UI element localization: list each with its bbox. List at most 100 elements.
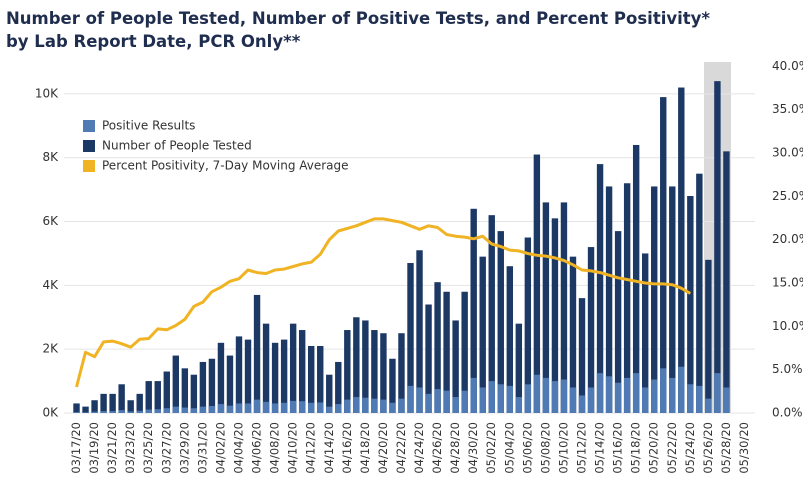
bar [280, 339, 288, 413]
bar [632, 373, 640, 413]
x-tick-label: 05/22/20 [665, 422, 679, 474]
bar [470, 208, 477, 413]
bar [389, 402, 396, 413]
bar [416, 250, 423, 413]
x-tick-label: 03/23/20 [123, 422, 137, 474]
bar [344, 399, 351, 413]
bar [416, 387, 423, 413]
bar [371, 398, 378, 413]
x-tick-label: 04/30/20 [466, 422, 480, 474]
bar [208, 405, 216, 413]
bar [353, 397, 360, 413]
bar [641, 253, 649, 413]
bar [524, 384, 532, 413]
bar [533, 374, 541, 413]
y-tick-label: 10K [35, 86, 59, 100]
x-tick-label: 03/21/20 [105, 422, 119, 474]
bar [317, 345, 324, 413]
bar [678, 87, 685, 413]
x-tick-label: 05/10/20 [556, 422, 570, 474]
x-tick-label: 05/02/20 [484, 422, 498, 474]
chart-subtitle: by Lab Report Date, PCR Only** [6, 32, 301, 51]
bar [479, 387, 486, 413]
y2-tick-label: 10.0% [772, 319, 803, 333]
bar [262, 323, 270, 413]
y2-tick-label: 25.0% [772, 189, 803, 203]
line [75, 217, 692, 388]
bar [271, 403, 279, 413]
bar [488, 381, 495, 413]
bar [262, 401, 270, 413]
bar [73, 412, 80, 413]
bar [244, 339, 252, 413]
bar [705, 398, 712, 413]
bar [91, 400, 98, 413]
bar [145, 409, 152, 413]
bar [335, 361, 342, 413]
bar [208, 358, 216, 413]
x-tick-label: 05/16/20 [611, 422, 625, 474]
x-tick-label: 03/25/20 [141, 422, 155, 474]
bar [136, 410, 143, 413]
x-tick-label: 05/26/20 [701, 422, 715, 474]
bar [551, 381, 559, 413]
bar [353, 317, 360, 413]
bar [163, 408, 170, 413]
bar [280, 402, 288, 413]
bar [587, 247, 595, 413]
bar [425, 393, 432, 413]
bar [452, 320, 459, 413]
bar [226, 405, 234, 413]
bar [154, 409, 161, 413]
bar [569, 256, 577, 413]
y2-tick-label: 40.0% [772, 59, 803, 73]
bar [425, 304, 432, 413]
bar [488, 215, 495, 413]
bar [217, 342, 225, 413]
bar [163, 371, 170, 413]
bar [371, 330, 378, 413]
bar [443, 291, 450, 413]
bar [335, 404, 342, 413]
bar [569, 387, 577, 413]
y-tick-label: 6K [42, 214, 59, 228]
bar [470, 377, 477, 413]
bar [253, 399, 261, 413]
x-tick-label: 03/29/20 [177, 422, 191, 474]
x-tick-label: 04/04/20 [231, 422, 245, 474]
bar [190, 408, 198, 413]
y-tick-label: 4K [42, 278, 59, 292]
bar [669, 377, 676, 413]
legend-label: Number of People Tested [102, 139, 252, 153]
x-tick-label: 05/28/20 [719, 422, 733, 474]
bar [398, 398, 405, 413]
y2-tick-label: 35.0% [772, 102, 803, 116]
y2-tick-label: 5.0% [772, 362, 803, 376]
bar [623, 183, 631, 413]
x-tick-label: 04/12/20 [304, 422, 318, 474]
bar [560, 202, 568, 413]
x-tick-label: 05/18/20 [629, 422, 643, 474]
bar [344, 330, 351, 413]
bar [172, 355, 180, 413]
bar [632, 144, 640, 414]
bar [578, 298, 586, 413]
bar [696, 173, 703, 413]
bar [326, 374, 333, 413]
x-tick-label: 05/08/20 [538, 422, 552, 474]
bar [91, 411, 98, 413]
bar [479, 256, 486, 413]
bar [560, 379, 568, 413]
bar [651, 379, 658, 413]
bar [596, 164, 604, 413]
bar [461, 390, 468, 413]
bar [551, 218, 559, 413]
bar [154, 381, 161, 413]
bar [389, 358, 396, 413]
x-tick-label: 04/24/20 [412, 422, 426, 474]
bar [226, 355, 234, 413]
bar [289, 400, 297, 413]
bar [82, 412, 89, 413]
bar [660, 97, 667, 413]
